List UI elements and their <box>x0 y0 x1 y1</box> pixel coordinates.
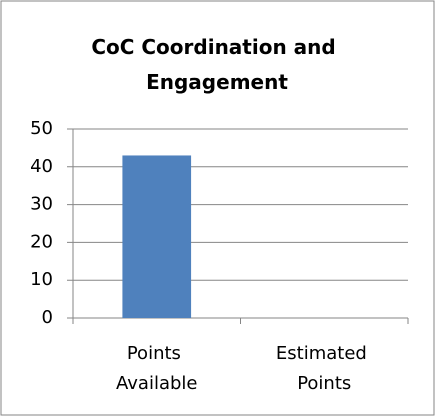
y-tick-label: 10 <box>30 269 53 290</box>
y-tick-label: 0 <box>42 307 53 328</box>
y-tick-label: 40 <box>30 156 53 177</box>
y-tick-label: 30 <box>30 194 53 215</box>
chart-title: CoC Coordination and Engagement <box>91 35 342 94</box>
x-tick-label: Estimated Points <box>276 343 373 394</box>
y-tick-label: 50 <box>30 118 53 139</box>
bar <box>122 155 192 318</box>
y-tick-label: 20 <box>30 231 53 252</box>
x-tick-label: Points Available <box>116 343 197 394</box>
